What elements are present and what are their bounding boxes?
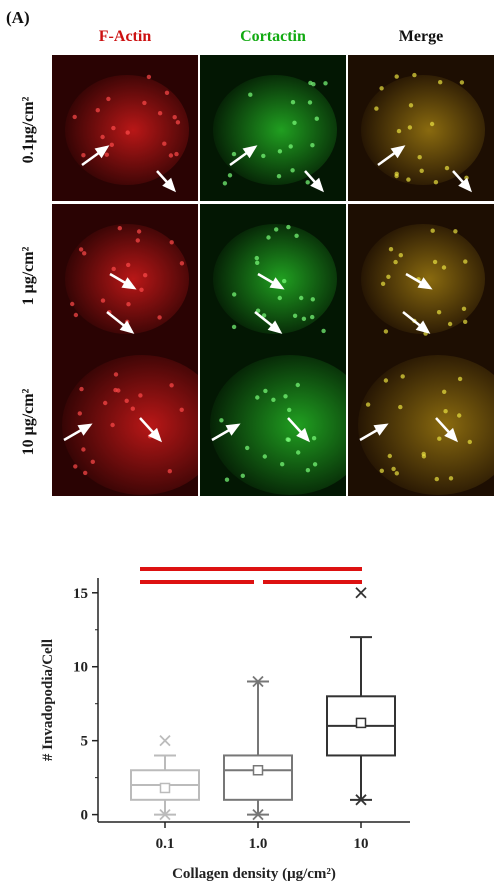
box-0.1-max-marker-b: [159, 735, 171, 747]
micrograph-f-actin-row-3: [52, 350, 198, 496]
x-tick-label: 0.1: [156, 836, 175, 852]
column-header-cortactin: Cortactin: [240, 28, 306, 45]
arrow-icon: [257, 272, 285, 290]
box-10-mean: [355, 717, 367, 729]
micrograph-cortactin-row-3: [200, 350, 346, 496]
micrograph-cortactin-row-2: [200, 204, 346, 350]
box-1.0-min-marker-b: [252, 808, 264, 821]
arrow-icon: [254, 311, 283, 334]
arrow-icon: [63, 423, 93, 442]
column-header-f-actin: F-Actin: [98, 28, 152, 45]
invadopodia-box-chart: 0 5 10 15 0.1 1.0 10 Collagen density (μg/cm²) #…: [40, 567, 410, 882]
box-0.1-mean: [159, 782, 171, 794]
arrow-icon: [287, 417, 311, 443]
box-1.0-iqr: [223, 754, 293, 801]
arrow-icon: [211, 423, 241, 442]
micrograph-f-actin-row-2: [52, 204, 198, 350]
box-1.0-max-marker-b: [252, 675, 264, 688]
x-tick-label: 10: [354, 836, 369, 852]
y-axis-title: # Invadopodia/Cell: [40, 639, 56, 761]
micrograph-merge-row-3: [348, 350, 494, 496]
arrow-icon: [435, 417, 459, 443]
arrow-icon: [402, 311, 431, 334]
arrow-icon: [106, 311, 135, 334]
arrow-icon: [109, 272, 137, 290]
micrograph-f-actin-row-1: [52, 55, 198, 201]
arrow-icon: [81, 145, 110, 167]
box-10-min-marker-b: [355, 794, 367, 806]
arrow-icon: [405, 272, 433, 290]
box-0.1-min-marker-b: [159, 808, 171, 821]
micrograph-merge-row-2: [348, 204, 494, 350]
x-axis-title: Collagen density (μg/cm²): [172, 866, 336, 882]
arrow-icon: [156, 170, 177, 193]
y-tick-label: 10: [73, 660, 88, 676]
row-label-1: 1 μg/cm²: [20, 246, 37, 306]
arrow-icon: [139, 417, 163, 443]
arrow-icon: [452, 170, 473, 193]
x-tick-label: 1.0: [249, 836, 268, 852]
arrow-icon: [304, 170, 325, 193]
row-label-0.1: 0.1μg/cm²: [20, 96, 37, 164]
y-tick-label: 5: [81, 734, 89, 750]
row-label-10: 10 μg/cm²: [20, 388, 37, 456]
panel-label: (A): [6, 8, 30, 27]
micrograph-cortactin-row-1: [200, 55, 346, 201]
box-10-max-marker-b: [355, 587, 367, 599]
y-tick-label: 0: [81, 808, 89, 824]
column-header-merge: Merge: [398, 28, 444, 45]
y-tick-label: 15: [73, 586, 88, 602]
micrograph-merge-row-1: [348, 55, 494, 201]
box-1.0-mean: [252, 764, 264, 776]
arrow-icon: [229, 145, 258, 167]
arrow-icon: [359, 423, 389, 442]
arrow-icon: [377, 145, 406, 167]
